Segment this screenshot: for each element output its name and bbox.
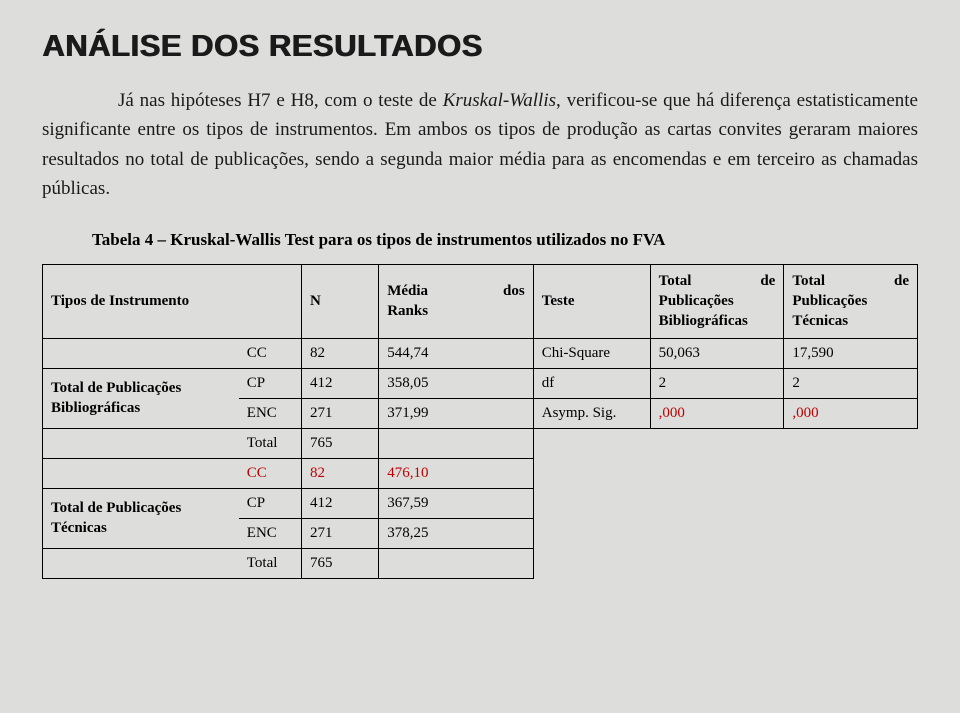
cell-n: 271 [301, 398, 378, 428]
cell-n: 765 [301, 548, 378, 578]
cell-n: 82 [301, 458, 378, 488]
table-row: Total765 [43, 428, 918, 458]
th-media-label: Média [387, 281, 428, 301]
cell-n: 765 [301, 428, 378, 458]
cell-rank [379, 428, 534, 458]
th-total-2: Total [792, 271, 825, 291]
group-spacer [43, 428, 239, 458]
cell-v1: 2 [650, 368, 784, 398]
cell-rank: 378,25 [379, 518, 534, 548]
th-bibl: Bibliográficas [659, 311, 776, 331]
table-row: Total de PublicaçõesBibliográficasCP4123… [43, 368, 918, 398]
cell-v2: ,000 [784, 398, 918, 428]
group-name-bibl: Total de PublicaçõesBibliográficas [43, 368, 239, 428]
cell-n: 412 [301, 488, 378, 518]
row-label: ENC [239, 398, 302, 428]
th-ranks: Ranks [387, 301, 525, 321]
th-total-bibl: Total de Publicações Bibliográficas [650, 264, 784, 338]
table-body: CC82544,74Chi-Square50,06317,590Total de… [43, 338, 918, 578]
row-label: CP [239, 368, 302, 398]
row-label: Total [239, 548, 302, 578]
th-tipos: Tipos de Instrumento [43, 264, 302, 338]
table-row: CC82544,74Chi-Square50,06317,590 [43, 338, 918, 368]
table-caption: Tabela 4 – Kruskal-Wallis Test para os t… [42, 230, 918, 250]
cell-test: Asymp. Sig. [533, 398, 650, 428]
group-name-tec: Total de PublicaçõesTécnicas [43, 488, 239, 548]
th-media: Média dos Ranks [379, 264, 534, 338]
page-title: ANÁLISE DOS RESULTADOS [42, 28, 918, 64]
kruskal-wallis-term: Kruskal-Wallis [443, 90, 556, 111]
intro-paragraph: Já nas hipóteses H7 e H8, com o teste de… [42, 86, 918, 204]
group-spacer [43, 458, 239, 488]
table-header-row: Tipos de Instrumento N Média dos Ranks T… [43, 264, 918, 338]
th-teste: Teste [533, 264, 650, 338]
row-label: CC [239, 458, 302, 488]
cell-test: Chi-Square [533, 338, 650, 368]
cell-rank: 476,10 [379, 458, 534, 488]
group-spacer [43, 338, 239, 368]
cell-rank: 367,59 [379, 488, 534, 518]
th-total-tec: Total de Publicações Técnicas [784, 264, 918, 338]
cell-n: 82 [301, 338, 378, 368]
cell-test: df [533, 368, 650, 398]
cell-n: 271 [301, 518, 378, 548]
th-n: N [301, 264, 378, 338]
cell-n: 412 [301, 368, 378, 398]
cell-v2: 17,590 [784, 338, 918, 368]
cell-v2: 2 [784, 368, 918, 398]
cell-rank: 358,05 [379, 368, 534, 398]
row-label: CP [239, 488, 302, 518]
th-media-dos: dos [503, 281, 525, 301]
cell-rank [379, 548, 534, 578]
th-tec: Técnicas [792, 311, 909, 331]
th-total-1: Total [659, 271, 692, 291]
th-pub-1: Publicações [659, 291, 776, 311]
row-label: CC [239, 338, 302, 368]
cell-v1: ,000 [650, 398, 784, 428]
cell-rank: 544,74 [379, 338, 534, 368]
para-text-before: Já nas hipóteses H7 e H8, com o teste de [118, 90, 443, 111]
th-de-2: de [894, 271, 909, 291]
th-de-1: de [760, 271, 775, 291]
row-label: Total [239, 428, 302, 458]
kruskal-wallis-table: Tipos de Instrumento N Média dos Ranks T… [42, 264, 918, 579]
cell-rank: 371,99 [379, 398, 534, 428]
table-row: CC82476,10 [43, 458, 918, 488]
table-row: Total765 [43, 548, 918, 578]
th-pub-2: Publicações [792, 291, 909, 311]
row-label: ENC [239, 518, 302, 548]
cell-v1: 50,063 [650, 338, 784, 368]
table-row: Total de PublicaçõesTécnicasCP412367,59 [43, 488, 918, 518]
group-spacer [43, 548, 239, 578]
